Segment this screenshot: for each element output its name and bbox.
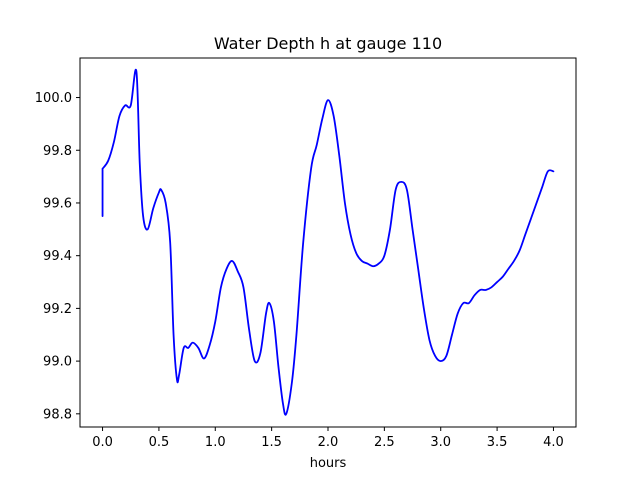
y-tick-label: 100.0 (35, 91, 72, 106)
x-tick-label: 3.0 (430, 435, 451, 450)
y-tick-label: 99.6 (43, 196, 72, 211)
y-axis-ticks: 98.8 99.0 99.2 99.4 99.6 99.8 100.0 (35, 91, 80, 422)
x-tick-label: 2.0 (318, 435, 339, 450)
series-line (101, 68, 555, 416)
y-tick-label: 99.2 (43, 302, 72, 317)
plot-area-frame (79, 57, 577, 428)
x-tick-label: 4.0 (543, 435, 564, 450)
x-axis-label: hours (310, 456, 347, 471)
y-tick-label: 98.8 (43, 407, 72, 422)
x-tick-label: 1.0 (205, 435, 226, 450)
x-tick-label: 0.5 (149, 435, 170, 450)
chart-title: Water Depth h at gauge 110 (214, 34, 442, 53)
x-tick-label: 0.0 (92, 435, 113, 450)
x-tick-label: 1.5 (261, 435, 282, 450)
x-tick-label: 3.5 (487, 435, 508, 450)
y-tick-label: 99.4 (43, 249, 72, 264)
y-tick-label: 99.8 (43, 144, 72, 159)
x-axis-ticks: 0.0 0.5 1.0 1.5 2.0 2.5 3.0 3.5 4.0 (92, 427, 564, 450)
y-tick-label: 99.0 (43, 355, 72, 370)
x-tick-label: 2.5 (374, 435, 395, 450)
